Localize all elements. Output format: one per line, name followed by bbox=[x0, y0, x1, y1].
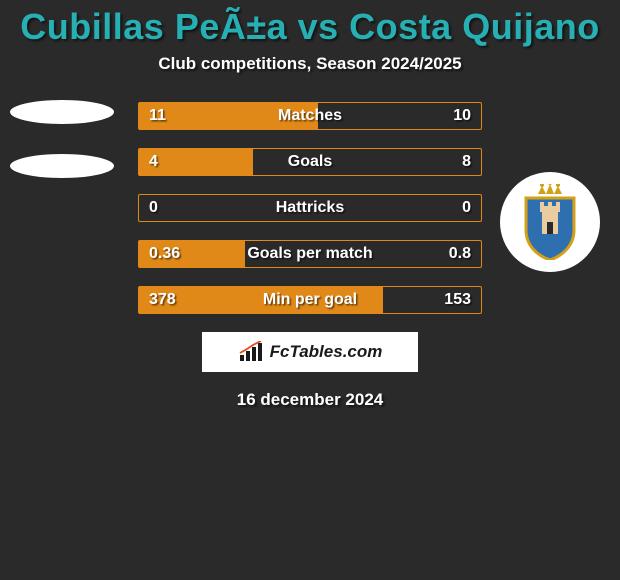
stat-value-right: 8 bbox=[462, 153, 471, 171]
stat-label: Matches bbox=[139, 107, 481, 125]
player-left-avatar bbox=[10, 100, 110, 200]
stat-label: Goals bbox=[139, 153, 481, 171]
stat-bar: 0Hattricks0 bbox=[138, 194, 482, 222]
stat-value-right: 10 bbox=[453, 107, 471, 125]
stat-bar: 11Matches10 bbox=[138, 102, 482, 130]
player-right-avatar bbox=[500, 172, 600, 272]
club-crest bbox=[500, 172, 600, 272]
stat-label: Hattricks bbox=[139, 199, 481, 217]
stat-value-right: 0.8 bbox=[449, 245, 471, 263]
page-subtitle: Club competitions, Season 2024/2025 bbox=[0, 54, 620, 74]
brand-text: FcTables.com bbox=[270, 342, 383, 362]
stat-label: Goals per match bbox=[139, 245, 481, 263]
brand-box: FcTables.com bbox=[202, 332, 418, 372]
stat-label: Min per goal bbox=[139, 291, 481, 309]
stat-value-right: 153 bbox=[444, 291, 471, 309]
bar-chart-icon bbox=[238, 341, 264, 363]
shield-icon bbox=[518, 184, 582, 260]
date-text: 16 december 2024 bbox=[0, 390, 620, 410]
stat-bar: 4Goals8 bbox=[138, 148, 482, 176]
page-title: Cubillas PeÃ±a vs Costa Quijano bbox=[0, 0, 620, 48]
stat-bar: 378Min per goal153 bbox=[138, 286, 482, 314]
avatar-placeholder-ellipse bbox=[10, 154, 114, 178]
stat-value-right: 0 bbox=[462, 199, 471, 217]
avatar-placeholder-ellipse bbox=[10, 100, 114, 124]
stat-bar: 0.36Goals per match0.8 bbox=[138, 240, 482, 268]
comparison-bars: 11Matches10 4Goals8 0Hattricks0 0.36Goals p… bbox=[138, 102, 482, 314]
